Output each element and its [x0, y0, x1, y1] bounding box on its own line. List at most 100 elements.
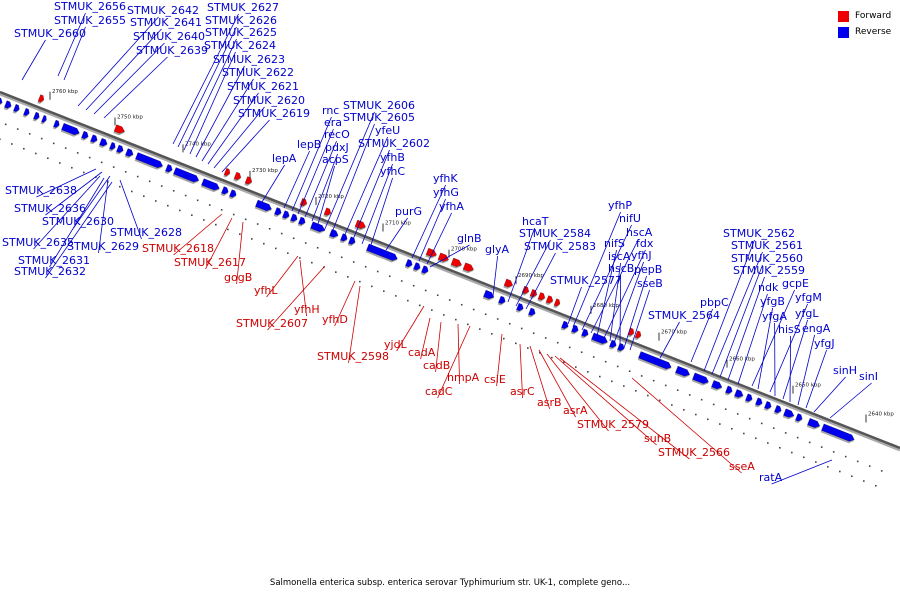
track-dot — [784, 432, 787, 434]
forward-gene-body — [437, 252, 449, 262]
track-dot — [59, 162, 61, 164]
reverse-label: STMUK_2619 — [221, 107, 310, 173]
forward-gene-shade — [529, 294, 537, 299]
reverse-label-text: STMUK_2626 — [205, 14, 277, 27]
reverse-label: STMUK_2626 — [177, 14, 277, 148]
forward-leader-line — [519, 343, 523, 399]
forward-label-text: asrB — [537, 396, 562, 409]
track-dot — [400, 280, 403, 282]
track-dot — [580, 351, 583, 354]
reverse-label-text: STMUK_2660 — [14, 27, 86, 40]
reverse-label-text: STMUK_2623 — [213, 53, 285, 66]
reverse-label-text: STMUK_2624 — [204, 39, 276, 52]
track-dot — [700, 398, 703, 401]
reverse-leader-line — [426, 212, 452, 265]
reverse-label: STMUK_2564 — [648, 309, 720, 359]
reverse-gene — [309, 221, 325, 234]
track-dot — [88, 156, 91, 159]
track-dot — [335, 271, 337, 273]
reverse-gene — [0, 96, 3, 107]
track-dot — [592, 356, 595, 358]
forward-label: cadC — [425, 325, 471, 399]
reverse-gene-shade — [420, 271, 429, 276]
reverse-label-text: STMUK_2560 — [731, 252, 803, 265]
forward-gene-shade — [113, 131, 125, 136]
track-dot — [503, 337, 505, 340]
track-dot — [556, 341, 559, 344]
reverse-leader-line — [805, 349, 827, 409]
reverse-gene-shade — [744, 399, 753, 404]
track-dot — [83, 171, 85, 174]
reverse-gene — [328, 229, 339, 240]
forward-label-text: yfhL — [254, 284, 278, 297]
track-dot — [616, 365, 619, 368]
forward-label: asrA — [538, 349, 588, 418]
reverse-leader-line — [567, 286, 582, 325]
reverse-label: pbpC — [690, 296, 729, 363]
reverse-label: STMUK_2559 — [727, 264, 805, 381]
track-dot — [772, 427, 775, 429]
track-dot — [695, 413, 697, 416]
reverse-label-text: STMUK_2632 — [14, 265, 86, 278]
track-dot — [628, 370, 631, 372]
reverse-label-text: iscA — [608, 250, 631, 263]
forward-leader-line — [267, 265, 326, 331]
forward-gene — [244, 176, 253, 187]
forward-label-text: csiE — [484, 373, 506, 386]
reverse-label: lepB — [283, 138, 321, 209]
reverse-label-text: STMUK_2564 — [648, 309, 720, 322]
forward-gene-body — [537, 292, 546, 301]
reverse-gene — [590, 332, 608, 346]
forward-label: STMUK_2566 — [559, 357, 730, 460]
reverse-leader-line — [429, 244, 470, 268]
reverse-label: STMUK_2602 — [351, 137, 430, 243]
reverse-label-text: STMUK_2559 — [733, 264, 805, 277]
forward-label-text: STMUK_2598 — [317, 350, 389, 363]
reverse-leader-line — [33, 175, 101, 250]
reverse-gene-body — [516, 303, 524, 312]
reverse-gene-shade — [89, 140, 98, 145]
track-dot — [443, 314, 445, 316]
reverse-label-text: yfgL — [795, 307, 819, 320]
reverse-gene-body — [23, 108, 30, 116]
reverse-gene-body — [0, 96, 3, 105]
reverse-label-text: STMUK_2656 — [54, 0, 126, 13]
forward-label-text: asrA — [563, 404, 588, 417]
track-dot — [880, 470, 883, 472]
reverse-gene — [782, 408, 795, 420]
reverse-label-text: STMUK_2636 — [14, 202, 86, 215]
legend: Forward Reverse — [838, 9, 900, 41]
reverse-leader-line — [771, 459, 833, 485]
reverse-gene-body — [807, 418, 820, 428]
reverse-label-text: glyA — [485, 243, 510, 256]
reverse-gene-shade — [200, 185, 220, 193]
track-dot — [220, 209, 223, 211]
reverse-gene — [412, 262, 421, 273]
forward-label: yjdL — [384, 305, 425, 352]
reverse-gene-shade — [273, 212, 282, 218]
forward-leader-line — [299, 259, 307, 317]
forward-label-text: suhB — [644, 432, 671, 445]
reverse-gene — [637, 351, 672, 371]
forward-gene-shade — [223, 173, 230, 178]
reverse-gene-body — [405, 259, 413, 268]
reverse-label-text: STMUK_2640 — [133, 30, 205, 43]
track-dot — [544, 337, 547, 339]
reverse-leader-line — [492, 255, 498, 297]
track-dot — [287, 252, 289, 254]
reverse-gene-shade — [754, 403, 763, 408]
reverse-gene-shade — [339, 239, 348, 244]
forward-label: hmpA — [447, 323, 480, 385]
reverse-label: hcaT — [507, 215, 549, 303]
track-dot — [47, 157, 49, 160]
track-dot — [827, 465, 829, 468]
track-dot — [820, 446, 823, 448]
reverse-gene-body — [310, 221, 325, 233]
reverse-gene-body — [755, 397, 763, 406]
reverse-gene — [98, 138, 108, 149]
forward-label-text: yfhD — [322, 313, 348, 326]
reverse-leader-line — [63, 26, 86, 81]
reverse-gene-body — [581, 328, 589, 337]
track-dot — [280, 232, 283, 235]
reverse-gene — [482, 290, 495, 301]
